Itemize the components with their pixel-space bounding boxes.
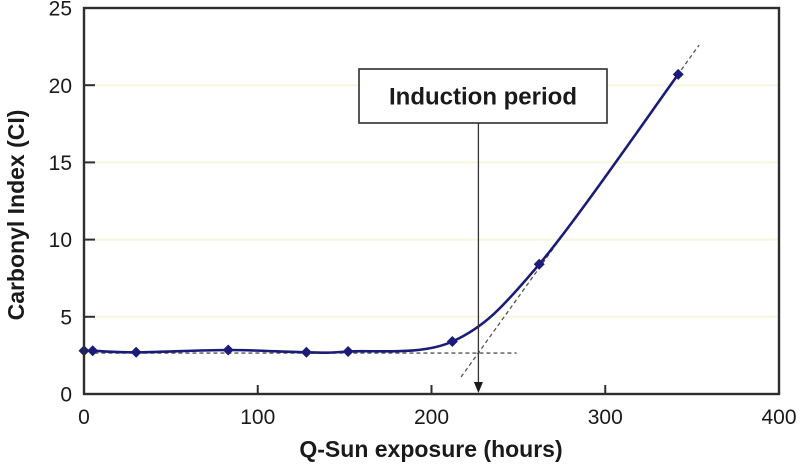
y-tick-label: 20 bbox=[49, 75, 72, 98]
y-tick-label: 25 bbox=[49, 0, 72, 21]
data-point-diamond bbox=[87, 345, 99, 357]
data-point-diamond bbox=[672, 68, 684, 80]
x-tick-label: 200 bbox=[414, 406, 449, 429]
data-point-diamond bbox=[342, 346, 354, 358]
x-tick-label: 300 bbox=[588, 406, 623, 429]
x-tick-label: 400 bbox=[761, 406, 796, 429]
annotation-box bbox=[358, 68, 608, 124]
data-point-diamond bbox=[222, 344, 234, 356]
plot-border bbox=[82, 6, 781, 396]
x-tick-label: 100 bbox=[240, 406, 275, 429]
x-tick-label: 0 bbox=[78, 406, 90, 429]
data-point-diamond bbox=[533, 258, 545, 270]
axis-ticks bbox=[83, 7, 780, 395]
data-point-diamond bbox=[130, 346, 142, 358]
tick-labels: 0 100 200 300 400 0 5 10 15 20 25 bbox=[49, 0, 797, 429]
annotation-arrow bbox=[473, 123, 483, 393]
y-tick-label: 0 bbox=[60, 384, 72, 407]
annotation-arrowhead bbox=[473, 382, 483, 393]
annotation-label: Induction period bbox=[389, 84, 577, 111]
annotation-callout: Induction period bbox=[358, 68, 608, 393]
y-tick-label: 5 bbox=[60, 306, 72, 329]
x-axis-title: Q-Sun exposure (hours) bbox=[299, 436, 562, 462]
gridlines bbox=[84, 7, 779, 318]
data-series bbox=[78, 68, 684, 358]
data-point-diamond bbox=[446, 336, 458, 348]
y-tick-label: 15 bbox=[49, 152, 72, 175]
data-point-diamond bbox=[300, 346, 312, 358]
y-axis-title: Carbonyl Index (CI) bbox=[3, 110, 29, 321]
y-tick-label: 10 bbox=[49, 229, 72, 252]
series-line bbox=[83, 73, 680, 354]
